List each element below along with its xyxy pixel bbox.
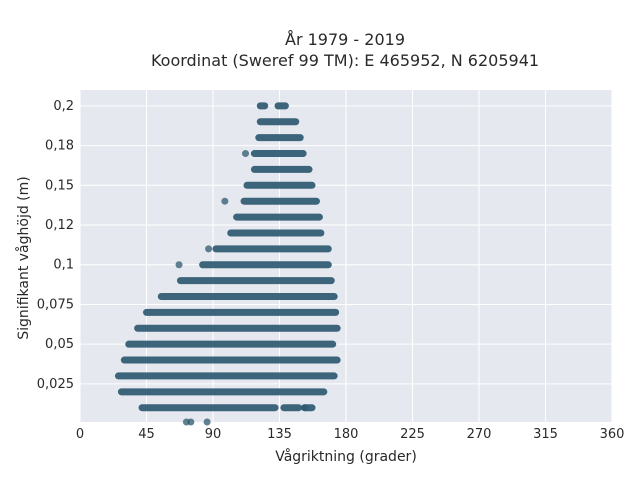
- x-tick-label: 360: [600, 427, 625, 442]
- data-point: [203, 418, 211, 426]
- x-axis-ticks: 0 45 90 135 180 225 270 315 360: [76, 427, 625, 442]
- y-tick-label: 0,05: [45, 337, 74, 352]
- data-point: [175, 261, 183, 269]
- y-tick-label: 0,075: [37, 297, 74, 312]
- x-tick-label: 180: [334, 427, 359, 442]
- x-tick-label: 270: [467, 427, 492, 442]
- y-tick-label: 0,15: [45, 178, 74, 193]
- data-point: [187, 418, 195, 426]
- y-tick-label: 0,025: [37, 377, 74, 392]
- data-point: [301, 404, 309, 412]
- x-tick-label: 90: [205, 427, 222, 442]
- y-tick-label: 0,12: [45, 218, 74, 233]
- x-tick-label: 135: [267, 427, 292, 442]
- x-tick-label: 315: [533, 427, 558, 442]
- y-axis-label: Signifikant våghöjd (m): [15, 176, 32, 339]
- x-tick-label: 0: [76, 427, 84, 442]
- x-tick-label: 225: [400, 427, 425, 442]
- data-points: [114, 102, 341, 426]
- chart-title-line-2: Koordinat (Sweref 99 TM): E 465952, N 62…: [151, 51, 539, 70]
- y-tick-label: 0,2: [53, 99, 74, 114]
- data-point: [205, 245, 213, 253]
- x-tick-label: 45: [138, 427, 155, 442]
- x-axis-label: Vågriktning (grader): [275, 448, 417, 465]
- gridlines: [79, 90, 613, 422]
- y-tick-label: 0,18: [45, 139, 74, 154]
- y-tick-label: 0,1: [53, 258, 74, 273]
- chart-title-line-1: År 1979 - 2019: [285, 30, 405, 49]
- data-point: [242, 150, 250, 158]
- data-point: [221, 197, 229, 205]
- y-axis-ticks: 0,025 0,05 0,075 0,1 0,12 0,15 0,18 0,2: [37, 99, 74, 392]
